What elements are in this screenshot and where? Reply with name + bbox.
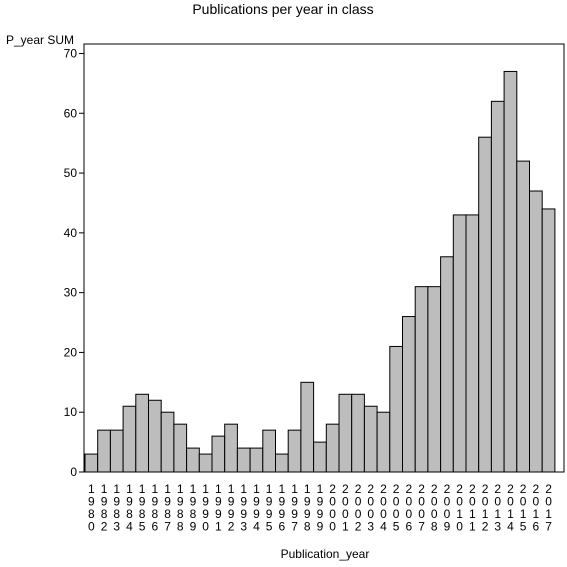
bar-2014 (503, 70, 518, 473)
bar-2006 (402, 316, 416, 473)
bar-2012 (478, 136, 492, 473)
bar-1985 (135, 393, 150, 473)
bar-2004 (376, 411, 391, 473)
bar-1980 (84, 453, 99, 473)
y-tick-label-50: 50 (64, 166, 78, 180)
bar-1998 (300, 381, 315, 473)
bar-1996 (275, 453, 289, 473)
bar-2002 (351, 393, 365, 473)
plot-frame (83, 43, 565, 473)
y-tick-label-30: 30 (64, 286, 78, 300)
bar-2001 (338, 393, 353, 473)
bar-2005 (389, 345, 403, 473)
bar-1983 (109, 429, 124, 473)
bar-1984 (122, 405, 137, 473)
bar-2010 (452, 214, 467, 473)
chart-title: Publications per year in class (192, 1, 373, 17)
y-tick-label-0: 0 (70, 465, 77, 479)
bar-2007 (414, 286, 429, 473)
y-tick-label-70: 70 (64, 47, 78, 61)
bar-1987 (160, 411, 175, 473)
y-tick-label-20: 20 (64, 345, 78, 359)
bar-1992 (224, 423, 238, 473)
bar-1990 (198, 453, 213, 473)
bar-1997 (287, 429, 302, 473)
bar-2003 (363, 405, 378, 473)
bar-2008 (427, 286, 442, 473)
bar-2013 (490, 100, 505, 473)
bar-1993 (236, 447, 251, 473)
bar-1995 (262, 429, 276, 473)
bar-1994 (249, 447, 264, 473)
bars-group (84, 70, 556, 473)
y-axis: 0 10 20 30 40 50 60 70 (64, 47, 84, 479)
bar-2015 (516, 160, 530, 473)
bar-1986 (148, 399, 162, 473)
bar-2000 (325, 423, 340, 473)
x-axis-label: Publication_year (281, 547, 370, 561)
y-tick-label-60: 60 (64, 106, 78, 120)
bar-2016 (529, 190, 543, 473)
y-tick-label-10: 10 (64, 405, 78, 419)
x-axis-tick-labels: 1 9 8 0 1 9 8 2 1 9 8 3 1 9 8 4 1 9 8 5 1 9 8 6 1 9 8 7 1 9 8 8 1 9 8 9 1 9 9 0… (88, 482, 552, 534)
bar-1989 (186, 447, 200, 473)
y-tick-label-40: 40 (64, 226, 78, 240)
bar-1991 (211, 435, 226, 473)
y-axis-label: P_year SUM (6, 33, 74, 47)
bar-1982 (97, 429, 111, 473)
bar-1988 (173, 423, 188, 473)
bar-2017 (541, 208, 556, 473)
bar-2011 (465, 214, 480, 473)
bar-1999 (313, 441, 327, 473)
bar-2009 (440, 256, 454, 473)
